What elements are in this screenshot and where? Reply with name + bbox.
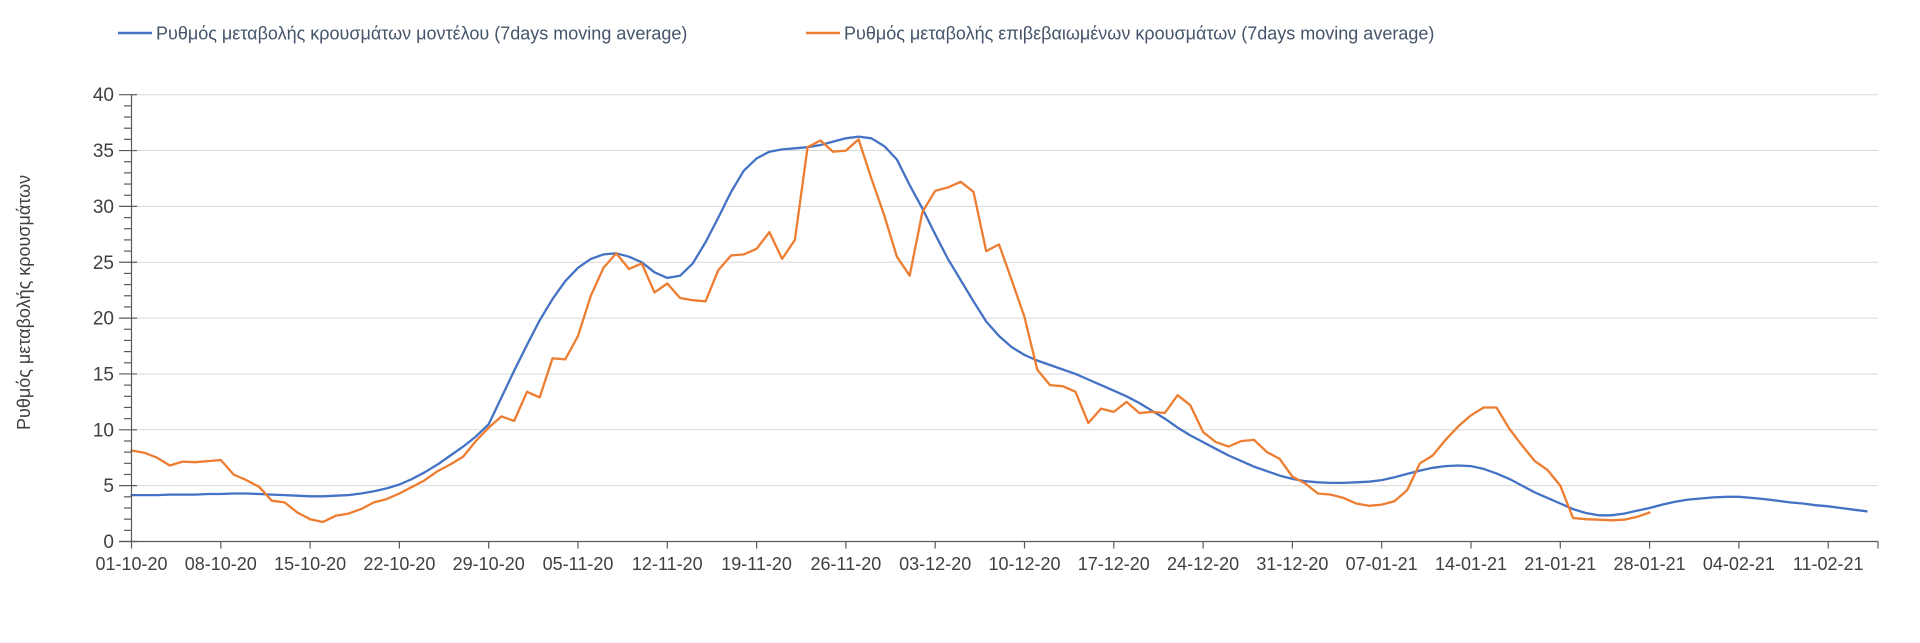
legend-item-model: Ρυθμός μεταβολής κρουσμάτων μοντέλου (7d…	[118, 24, 687, 44]
y-tick-label: 25	[93, 253, 114, 274]
legend-item-confirmed: Ρυθμός μεταβολής επιβεβαιωμένων κρουσμάτ…	[806, 24, 1434, 44]
x-tick-label: 22-10-20	[363, 554, 435, 574]
x-tick-label: 17-12-20	[1078, 554, 1150, 574]
x-tick-label: 21-01-21	[1524, 554, 1596, 574]
x-tick-label: 19-11-20	[721, 554, 792, 574]
x-tick-label: 08-10-20	[185, 554, 257, 574]
y-tick-label: 35	[93, 141, 114, 162]
x-tick-label: 26-11-20	[811, 554, 882, 574]
y-tick-label: 0	[103, 532, 114, 553]
x-tick-label: 14-01-21	[1435, 554, 1507, 574]
x-tick-label: 03-12-20	[899, 554, 971, 574]
axis-labels: 0 5 10 15 20 25 30 35 40 01-10-20 08-10-20 15-10-20…	[93, 85, 1864, 574]
y-tick-label: 20	[93, 309, 114, 330]
x-tick-label: 31-12-20	[1256, 554, 1328, 574]
y-tick-label: 30	[93, 197, 114, 218]
x-tick-label: 05-11-20	[543, 554, 614, 574]
legend-label-confirmed: Ρυθμός μεταβολής επιβεβαιωμένων κρουσμάτ…	[844, 24, 1434, 44]
series-confirmed-line	[130, 138, 1651, 524]
x-tick-label: 12-11-20	[632, 554, 703, 574]
series-lines	[130, 135, 1868, 524]
gridlines	[131, 94, 1878, 487]
x-tick-label: 15-10-20	[274, 554, 346, 574]
x-tick-label: 29-10-20	[453, 554, 525, 574]
x-tick-label: 28-01-21	[1614, 554, 1686, 574]
y-tick-label: 10	[93, 420, 114, 441]
x-tick-label: 01-10-20	[95, 554, 167, 574]
x-tick-label: 10-12-20	[988, 554, 1060, 574]
x-tick-label: 24-12-20	[1167, 554, 1239, 574]
legend-label-model: Ρυθμός μεταβολής κρουσμάτων μοντέλου (7d…	[156, 24, 687, 44]
y-tick-label: 15	[93, 364, 114, 385]
legend: Ρυθμός μεταβολής κρουσμάτων μοντέλου (7d…	[118, 24, 1434, 44]
y-tick-label: 40	[93, 85, 114, 106]
series-model-line	[130, 135, 1868, 517]
x-tick-label: 11-02-21	[1793, 554, 1864, 574]
y-axis-title: Ρυθμός μεταβολής κρουσμάτων	[14, 175, 34, 430]
axes	[119, 94, 1879, 549]
x-tick-label: 07-01-21	[1346, 554, 1418, 574]
y-tick-label: 5	[103, 476, 114, 497]
x-tick-label: 04-02-21	[1703, 554, 1775, 574]
